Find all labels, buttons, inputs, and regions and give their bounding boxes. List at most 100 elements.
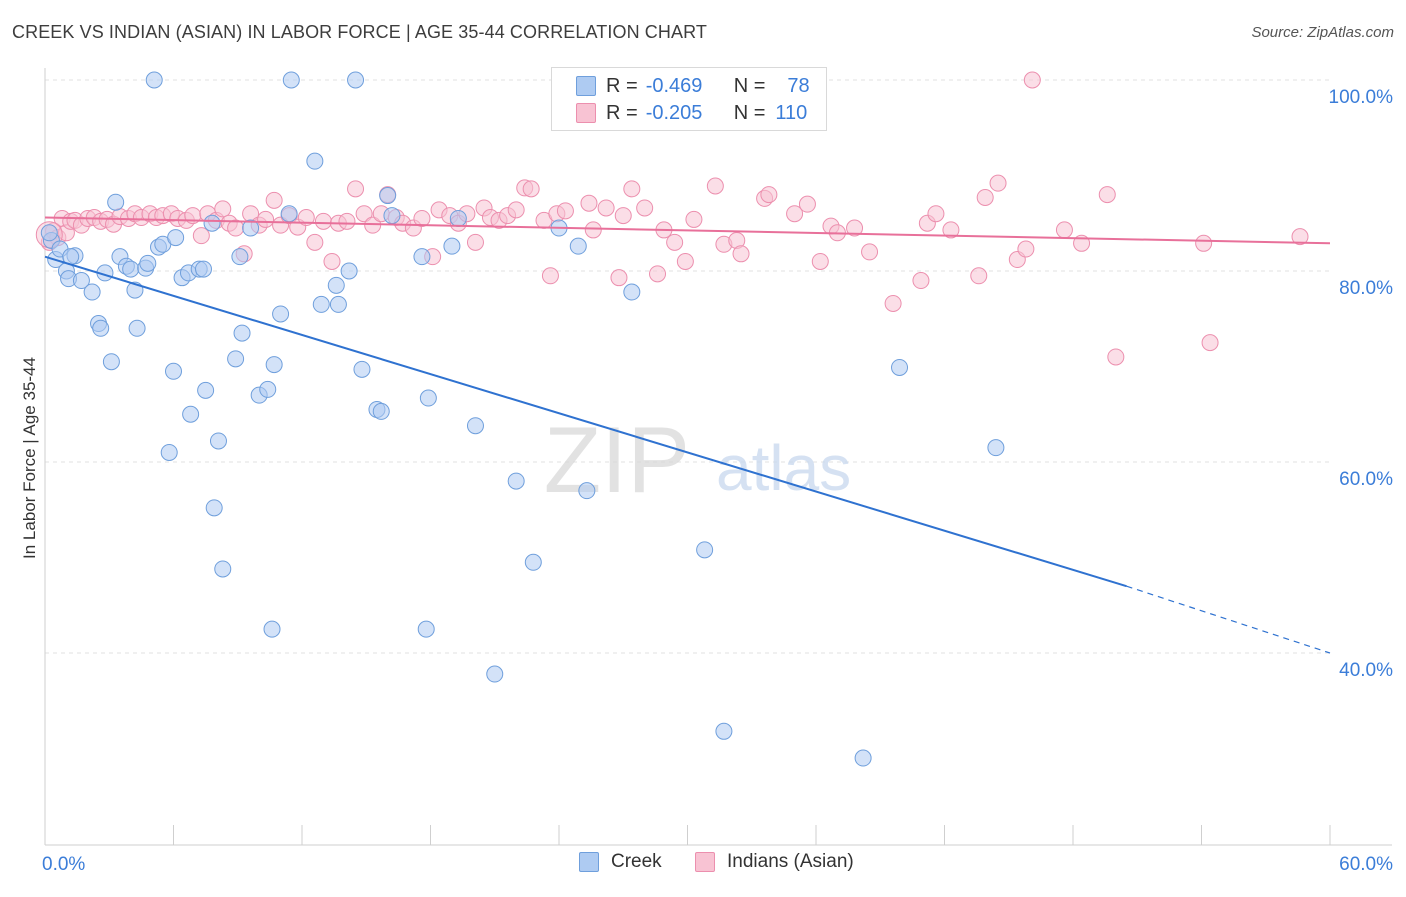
indian-point xyxy=(636,199,654,217)
indian-point xyxy=(257,210,275,228)
creek-point xyxy=(72,272,90,290)
creek-point xyxy=(306,152,324,170)
tick-labels: 100.0% 80.0% 60.0% 40.0% 0.0% 60.0% xyxy=(42,87,1393,875)
creek-point xyxy=(282,71,300,89)
indian-point xyxy=(355,205,373,223)
indian-point xyxy=(522,180,540,198)
creek-point xyxy=(227,350,245,368)
creek-point xyxy=(160,443,178,461)
creek-point xyxy=(265,356,283,374)
creek-point xyxy=(696,541,714,559)
indian-point xyxy=(466,233,484,251)
indian-point xyxy=(1055,221,1073,239)
creek-point xyxy=(449,209,467,227)
creek-point xyxy=(715,722,733,740)
source-label: Source: ZipAtlas.com xyxy=(1251,24,1394,41)
creek-point xyxy=(139,254,157,272)
r-label: R = xyxy=(606,101,638,124)
creek-point xyxy=(272,305,290,323)
indian-point xyxy=(884,294,902,312)
indian-swatch xyxy=(576,103,596,123)
creek-point xyxy=(312,295,330,313)
creek-point xyxy=(854,749,872,767)
indian-point xyxy=(1017,240,1035,258)
creek-point xyxy=(417,620,435,638)
indian-point xyxy=(1195,234,1213,252)
creek-point xyxy=(486,665,504,683)
indian-swatch xyxy=(695,852,715,872)
r-value-indian: -0.205 xyxy=(645,101,703,124)
indian-point xyxy=(1098,186,1116,204)
indian-point xyxy=(846,219,864,237)
indian-point xyxy=(942,221,960,239)
creek-point xyxy=(205,499,223,517)
indian-point xyxy=(297,209,315,227)
indian-point xyxy=(214,200,232,218)
watermark: ZIP atlas xyxy=(544,407,851,512)
creek-point xyxy=(891,358,909,376)
creek-point xyxy=(165,362,182,380)
creek-point xyxy=(194,260,212,278)
indian-point xyxy=(1107,348,1125,366)
creek-point xyxy=(242,219,260,237)
x-tick-label: 0.0% xyxy=(42,854,85,875)
creek-point xyxy=(569,237,587,255)
indian-point xyxy=(323,252,341,270)
creek-swatch xyxy=(579,852,599,872)
legend-label-creek: Creek xyxy=(611,851,662,872)
x-tick-label: 60.0% xyxy=(1339,854,1393,875)
indian-point xyxy=(580,194,598,212)
n-label: N = xyxy=(733,74,766,97)
creek-point xyxy=(507,472,525,490)
creek-point xyxy=(145,71,163,89)
y-tick-label: 60.0% xyxy=(1339,469,1393,490)
creek-point xyxy=(231,248,249,266)
creek-point xyxy=(623,283,641,301)
indian-point xyxy=(610,269,628,287)
y-tick-label: 100.0% xyxy=(1329,87,1394,108)
creek-point xyxy=(372,402,390,420)
indian-point xyxy=(614,207,632,225)
creek-point xyxy=(259,380,277,398)
creek-point xyxy=(182,405,200,423)
indian-point xyxy=(306,233,324,251)
r-value-creek: -0.469 xyxy=(645,74,703,97)
chart-title: CREEK VS INDIAN (ASIAN) IN LABOR FORCE |… xyxy=(12,22,707,42)
indian-point xyxy=(912,272,930,290)
indian-point xyxy=(314,212,332,230)
creek-point xyxy=(443,237,461,255)
creek-point xyxy=(233,324,251,342)
indian-point xyxy=(786,205,804,223)
indian-point xyxy=(760,186,778,204)
indian-point xyxy=(1023,71,1041,89)
creek-point xyxy=(327,276,345,294)
r-label: R = xyxy=(606,74,638,97)
indian-point xyxy=(1201,334,1219,352)
indian-point xyxy=(706,177,724,195)
creek-point xyxy=(379,187,397,205)
indian-point xyxy=(1291,228,1309,246)
indian-point xyxy=(507,201,525,219)
creek-point xyxy=(203,214,221,232)
indian-point xyxy=(676,252,694,270)
indian-point xyxy=(798,195,816,213)
legend-label-indian: Indians (Asian) xyxy=(727,851,854,872)
creek-point xyxy=(197,381,215,399)
creek-point xyxy=(353,360,371,378)
creek-point xyxy=(413,248,431,266)
series-creek-points xyxy=(40,71,1005,767)
y-tick-label: 40.0% xyxy=(1339,660,1393,681)
indian-point xyxy=(927,205,945,223)
creek-point xyxy=(383,207,401,225)
creek-point xyxy=(340,262,358,280)
legend-item-indian: Indians (Asian) xyxy=(695,851,854,873)
creek-point xyxy=(122,260,140,278)
creek-point xyxy=(102,353,120,371)
creek-swatch xyxy=(576,76,596,96)
series-legend: Creek Indians (Asian) xyxy=(0,851,1406,877)
legend-row-indian: R = -0.205 N = 110 xyxy=(576,102,807,124)
creek-point xyxy=(92,319,110,337)
n-value-creek: 78 xyxy=(787,74,810,97)
creek-point xyxy=(280,205,298,223)
